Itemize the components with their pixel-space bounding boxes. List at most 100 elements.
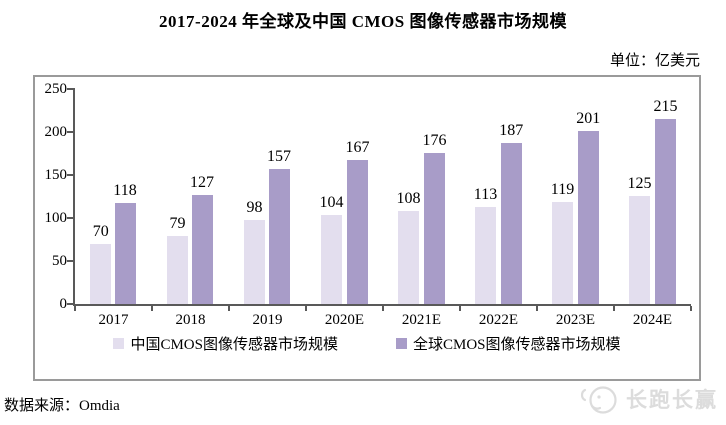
watermark-mascot-icon [578, 381, 620, 417]
global-bar-column: 215 [654, 98, 678, 304]
legend-label: 中国CMOS图像传感器市场规模 [130, 337, 338, 353]
y-axis-tick [67, 217, 75, 219]
x-axis-tick [151, 306, 153, 311]
bar-value-label: 201 [576, 110, 601, 127]
china-bar [90, 244, 112, 304]
legend-item-china: 中国CMOS图像传感器市场规模 [113, 333, 338, 354]
bar-group: 113 187 [460, 122, 537, 304]
global-bar-column: 157 [267, 148, 291, 304]
global-bar-column: 167 [346, 139, 370, 304]
y-axis-tick [67, 260, 75, 262]
china-bar-column: 125 [628, 175, 652, 304]
bar-value-label: 187 [499, 122, 524, 139]
y-axis-tick-label: 250 [44, 81, 68, 97]
x-axis-tick [536, 306, 538, 311]
china-bar-column: 104 [320, 194, 344, 304]
x-axis-category-label: 2024E [632, 312, 673, 328]
bar-value-label: 119 [550, 181, 575, 198]
global-bar [500, 143, 522, 304]
bar-group: 125 215 [614, 98, 691, 304]
bar-group: 70 118 [75, 182, 152, 304]
x-axis-category-label: 2019 [252, 312, 283, 328]
global-bar-column: 176 [423, 132, 447, 304]
x-axis-tick [74, 306, 76, 311]
china-bar [629, 196, 650, 304]
china-bar [475, 207, 496, 304]
y-axis-tick-label: 100 [44, 210, 68, 226]
chart-title: 2017-2024 年全球及中国 CMOS 图像传感器市场规模 [159, 12, 567, 31]
watermark-text: 长跑长赢 [626, 389, 718, 412]
y-axis-tick-label: 200 [44, 124, 68, 140]
china-bar [244, 220, 265, 304]
y-axis-tick [67, 174, 75, 176]
bar-group: 98 157 [229, 148, 306, 304]
x-axis-tick [690, 306, 692, 311]
bar-value-label: 118 [113, 182, 137, 199]
source-label: 数据来源：Omdia [4, 398, 120, 414]
china-bar-column: 119 [551, 181, 574, 304]
bar-value-label: 167 [345, 139, 370, 156]
y-axis-tick-label: 150 [44, 167, 68, 183]
plot-area: 70 118 2017 79 127 2018 98 157 2019 104 167 2020E 10… [67, 88, 692, 328]
unit-label: 单位：亿美元 [609, 53, 700, 69]
china-bar-column: 79 [167, 215, 188, 304]
global-bar [577, 131, 599, 304]
china-bar-column: 98 [244, 199, 265, 304]
y-axis-tick [67, 131, 75, 133]
global-bar-column: 118 [113, 182, 137, 304]
bar-value-label: 176 [422, 132, 447, 149]
y-axis-tick [67, 88, 75, 90]
x-axis-category-label: 2022E [478, 312, 519, 328]
bar-value-label: 157 [267, 148, 291, 165]
global-bar-column: 127 [190, 174, 214, 304]
china-bar-column: 113 [474, 186, 497, 304]
bar-value-label: 98 [246, 199, 263, 216]
x-axis-category-label: 2023E [555, 312, 596, 328]
china-bar [398, 211, 419, 304]
china-bar-column: 108 [397, 190, 421, 304]
x-axis-tick [613, 306, 615, 311]
bar-group: 104 167 [306, 139, 383, 304]
legend-swatch [113, 338, 125, 349]
global-bar [191, 195, 213, 304]
legend-swatch [396, 338, 407, 349]
global-bar [114, 203, 136, 304]
x-axis-category-label: 2018 [175, 312, 206, 328]
watermark: 长跑长赢 [578, 381, 718, 417]
global-bar-column: 187 [499, 122, 523, 304]
bar-group: 119 201 [537, 110, 614, 304]
x-axis-category-label: 2021E [401, 312, 442, 328]
bar-value-label: 104 [319, 194, 344, 211]
china-bar [552, 202, 573, 304]
global-bar [655, 119, 676, 304]
bar-value-label: 70 [92, 223, 109, 240]
global-bar-column: 201 [576, 110, 600, 304]
global-bar [268, 169, 290, 304]
y-axis-tick-label: 50 [52, 253, 67, 269]
global-bar [424, 153, 445, 304]
x-axis-category-label: 2020E [324, 312, 365, 328]
global-bar [347, 160, 368, 304]
x-axis-tick [382, 306, 384, 311]
y-axis-tick-label: 0 [59, 296, 68, 312]
bar-value-label: 215 [653, 98, 678, 115]
x-axis-tick [459, 306, 461, 311]
chart-frame: 250 200 150 100 50 0 70 118 2017 79 127 2018 98 157 2… [33, 75, 701, 381]
y-axis-tick [67, 303, 75, 305]
legend-label: 全球CMOS图像传感器市场规模 [413, 337, 621, 353]
china-bar-column: 70 [90, 223, 112, 304]
bar-group: 108 176 [383, 132, 460, 304]
x-axis-category-label: 2017 [98, 312, 129, 328]
china-bar [167, 236, 188, 304]
x-axis-tick [228, 306, 230, 311]
x-axis-tick [305, 306, 307, 311]
legend-item-global: 全球CMOS图像传感器市场规模 [396, 333, 621, 354]
chart-legend: 中国CMOS图像传感器市场规模 全球CMOS图像传感器市场规模 [35, 333, 699, 354]
bar-value-label: 113 [473, 186, 498, 203]
china-bar [321, 215, 342, 304]
bar-value-label: 125 [627, 175, 652, 192]
bar-value-label: 79 [169, 215, 186, 232]
bar-value-label: 127 [190, 174, 214, 191]
bar-group: 79 127 [152, 174, 229, 304]
